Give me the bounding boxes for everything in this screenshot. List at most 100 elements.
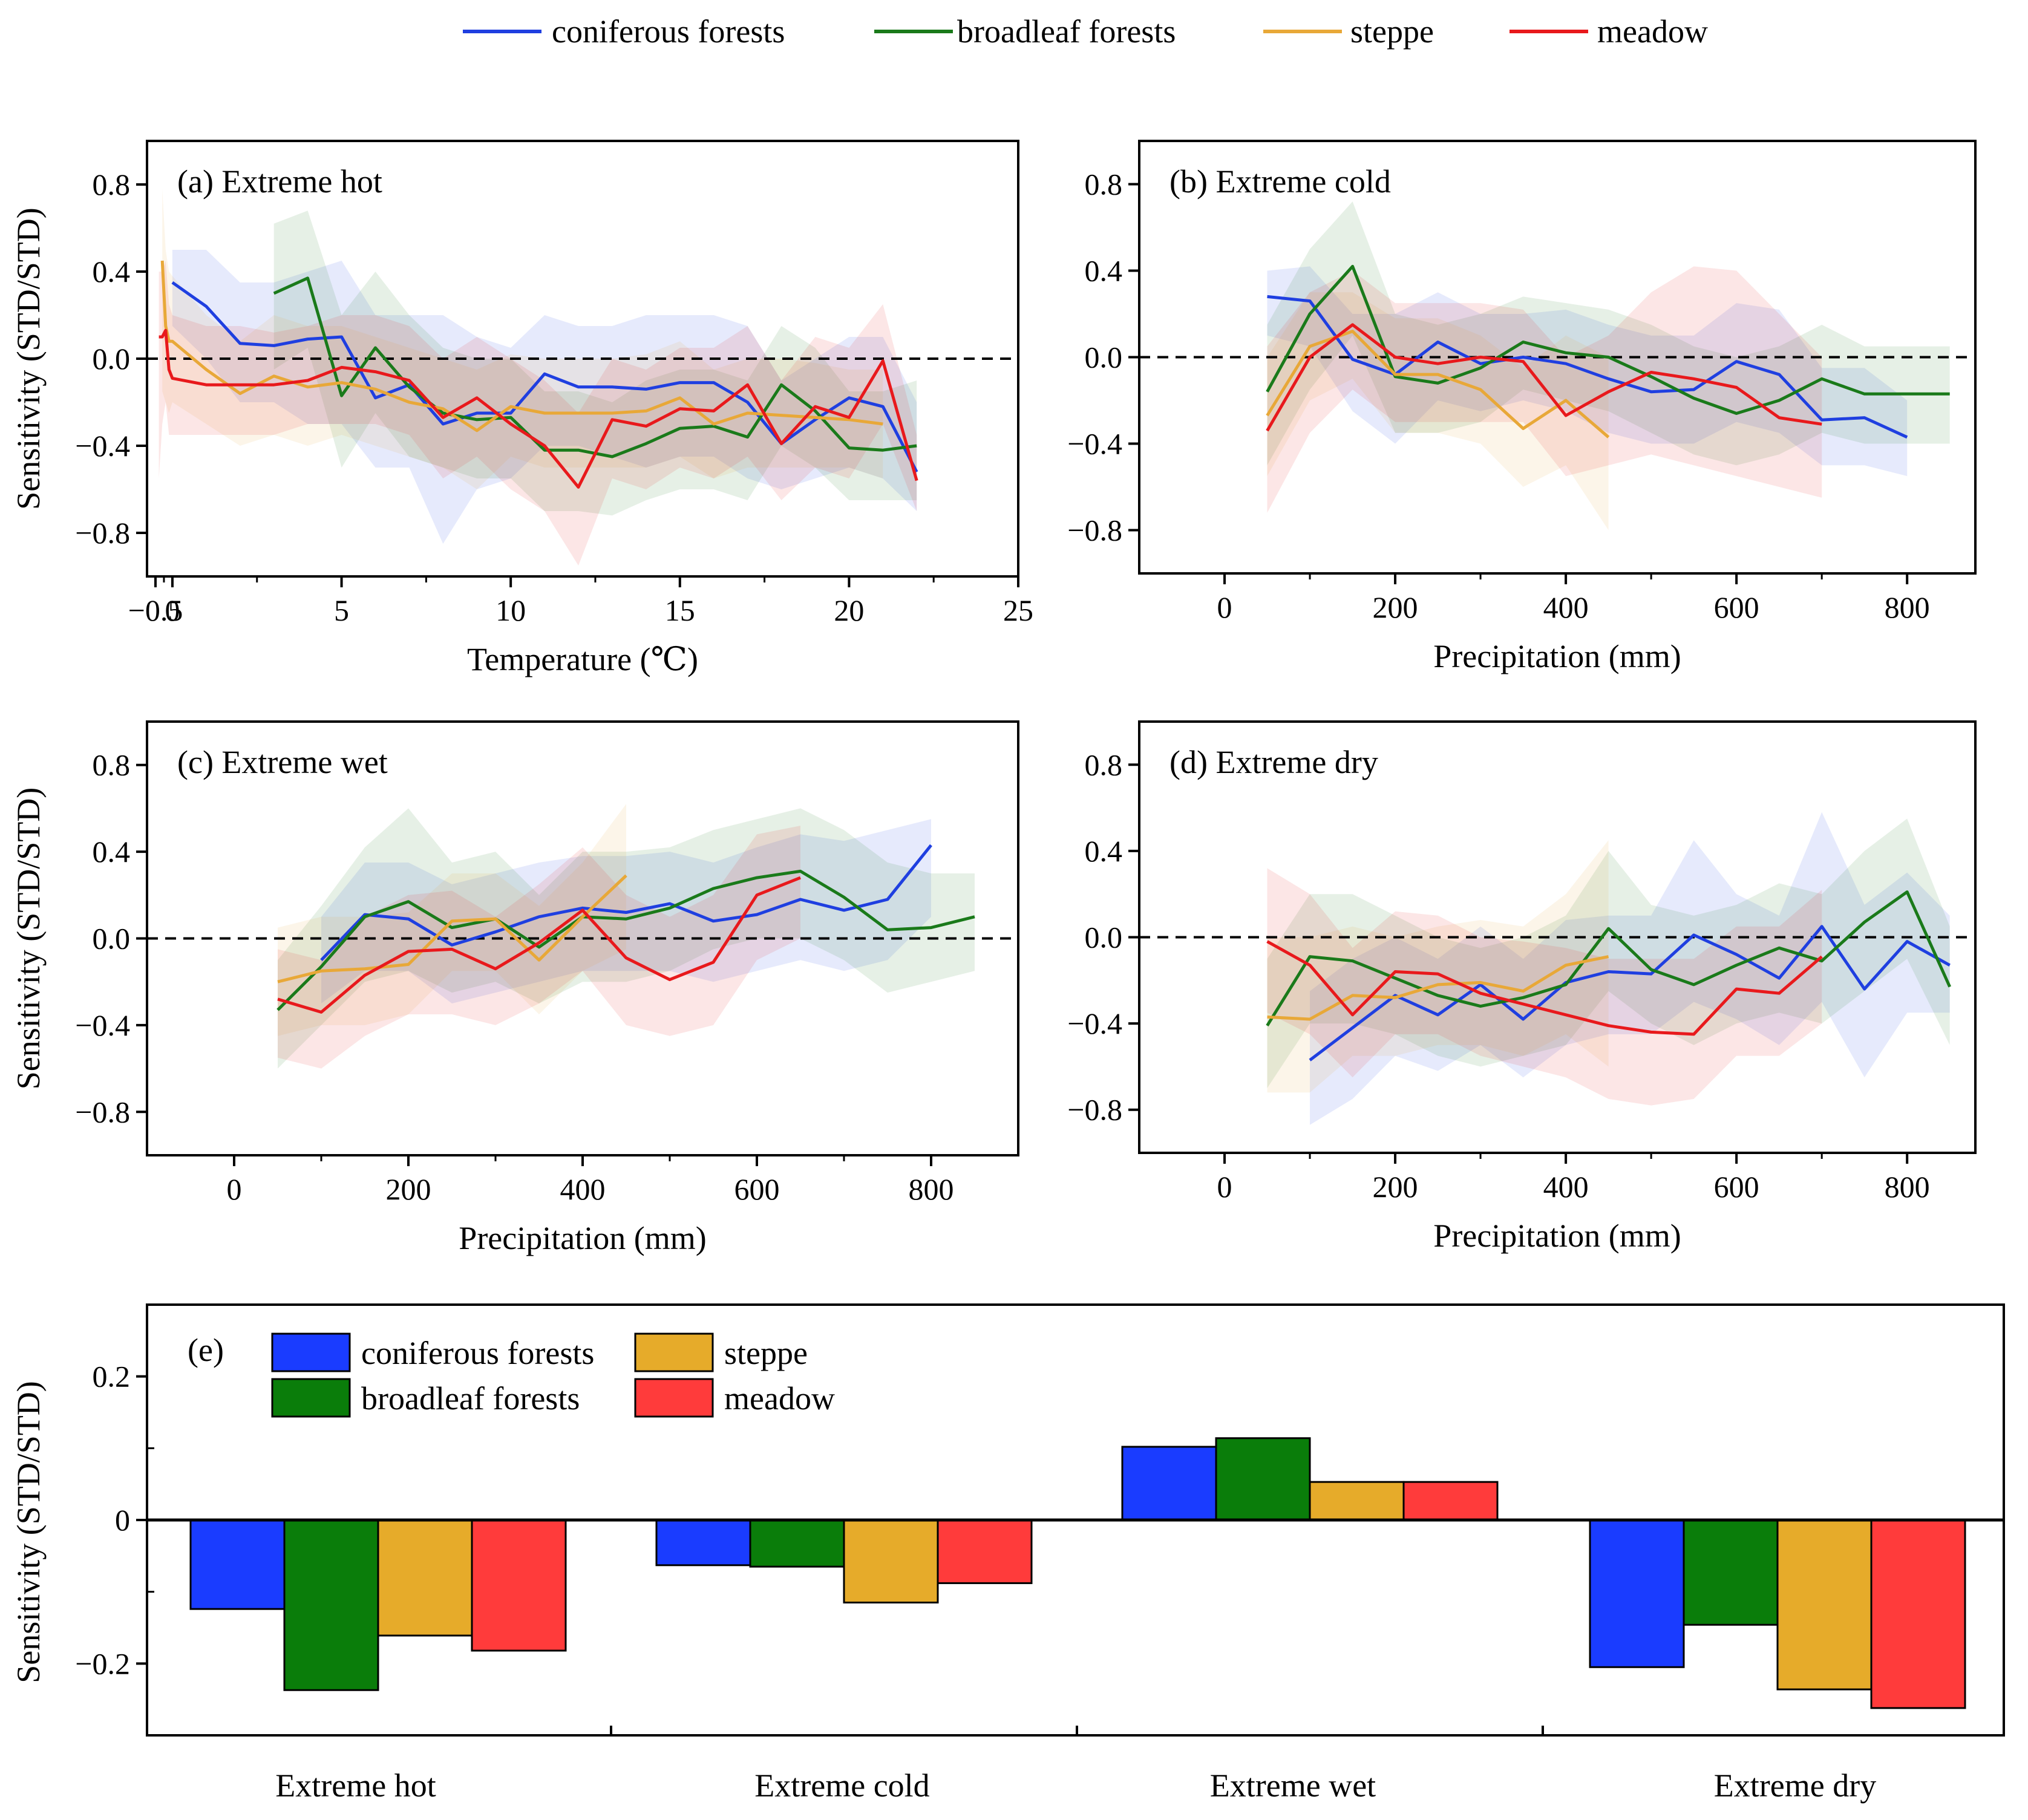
bar-extreme-dry-coniferous-forests (1589, 1519, 1685, 1668)
panel-c-extreme-wet: −0.8 −0.4 0.0 0.4 0.8 0 200 400 600 800 (c) Extrem… (10, 720, 1019, 1256)
legend-label-meadow: meadow (1597, 13, 1708, 50)
uncertainty-band-meadow (1267, 868, 1822, 1106)
x-tick-label: 600 (734, 1172, 780, 1206)
legend-swatch-steppe (634, 1332, 714, 1372)
bar-extreme-hot-broadleaf-forests (283, 1519, 379, 1691)
x-tick-label: 600 (1714, 1170, 1759, 1204)
y-tick-label: 0.8 (1085, 748, 1123, 781)
uncertainty-band-coniferous-forests (1310, 812, 1950, 1125)
bar-extreme-wet-broadleaf-forests (1215, 1437, 1311, 1521)
y-tick-label: −0.4 (1067, 427, 1122, 461)
bar-extreme-hot-coniferous-forests (189, 1519, 286, 1610)
y-tick-label: 0.0 (1085, 921, 1123, 954)
x-tick-label: 800 (1885, 590, 1930, 624)
panel-e-bar-summary: −0.2 0 0.2 Extreme hot Extreme cold Extreme w… (10, 1303, 2005, 1804)
x-tick-label: −0.5 (128, 593, 183, 627)
category-label-extreme-wet: Extreme wet (1210, 1767, 1376, 1804)
y-tick-label: −0.8 (75, 1095, 130, 1129)
x-tick-label: 400 (560, 1172, 606, 1206)
y-tick-label: 0 (115, 1503, 130, 1537)
y-tick-label: −0.4 (75, 429, 130, 463)
bar-extreme-hot-steppe (377, 1519, 473, 1637)
legend-label-meadow: meadow (724, 1380, 835, 1417)
series-line-meadow (1266, 940, 1823, 1036)
y-tick-label: −0.8 (75, 516, 130, 550)
series-line-coniferous-forests (1267, 295, 1908, 439)
x-tick-label: 0 (227, 1172, 242, 1206)
bar-extreme-wet-coniferous-forests (1121, 1446, 1217, 1521)
legend-label-coniferous-forests: coniferous forests (552, 13, 785, 50)
x-tick-label: 800 (1885, 1170, 1930, 1204)
legend-label-steppe: steppe (724, 1335, 808, 1371)
bar-extreme-dry-broadleaf-forests (1683, 1519, 1779, 1626)
y-axis-title: Sensitivity (STD/STD) (10, 1381, 47, 1683)
legend-label-coniferous-forests: coniferous forests (361, 1335, 594, 1371)
bar-extreme-cold-broadleaf-forests (749, 1519, 845, 1568)
x-tick-label: 400 (1543, 590, 1589, 624)
series-line-coniferous-forests (320, 844, 932, 962)
x-tick-label: 400 (1543, 1170, 1589, 1204)
panel-a-extreme-hot: −0.8 −0.4 0.0 0.4 0.8 −0.50 5 10 15 20 25 (a) Extre… (10, 140, 1033, 677)
x-tick-label: 200 (386, 1172, 431, 1206)
y-tick-label: 0.8 (93, 168, 131, 201)
x-tick-label: 200 (1373, 590, 1418, 624)
panel-label: (c) Extreme wet (177, 744, 388, 780)
uncertainty-band-steppe (1267, 292, 1609, 530)
x-axis-title: Temperature (℃) (467, 641, 698, 677)
series-line-coniferous-forests (171, 281, 918, 473)
legend-swatch-broadleaf-forests (271, 1378, 351, 1418)
panel-label: (a) Extreme hot (177, 163, 382, 200)
x-tick-label: 0 (1217, 590, 1232, 624)
uncertainty-band-broadleaf-forests (273, 210, 917, 516)
uncertainty-band-coniferous-forests (172, 250, 917, 544)
y-tick-label: 0.2 (93, 1360, 131, 1394)
bar-extreme-cold-coniferous-forests (655, 1519, 751, 1567)
legend-label-broadleaf-forests: broadleaf forests (361, 1380, 580, 1417)
panel-label: (b) Extreme cold (1169, 163, 1391, 200)
bar-extreme-wet-meadow (1402, 1481, 1499, 1521)
bar-extreme-dry-meadow (1870, 1519, 1966, 1709)
y-tick-label: −0.2 (75, 1646, 130, 1680)
series-line-steppe (1267, 955, 1609, 1021)
y-tick-label: −0.8 (1067, 514, 1122, 547)
series-line-meadow (159, 328, 918, 489)
category-label-extreme-cold: Extreme cold (754, 1767, 929, 1804)
x-tick-label: 15 (665, 593, 695, 627)
y-tick-label: 0.8 (1085, 168, 1123, 201)
x-tick-label: 200 (1373, 1170, 1418, 1204)
series-line-coniferous-forests (1309, 925, 1951, 1062)
y-tick-label: 0.4 (1085, 254, 1123, 288)
legend-label-broadleaf-forests: broadleaf forests (957, 13, 1176, 50)
y-tick-label: −0.4 (75, 1008, 130, 1042)
panel-d-extreme-dry: −0.8 −0.4 0.0 0.4 0.8 0 200 400 600 800 (d) Extrem… (1067, 720, 1977, 1254)
bar-extreme-dry-steppe (1776, 1519, 1873, 1691)
x-tick-label: 20 (834, 593, 864, 627)
x-tick-label: 0 (1217, 1170, 1232, 1204)
x-axis-title: Precipitation (mm) (1433, 638, 1681, 674)
y-tick-label: 0.0 (93, 342, 131, 376)
y-axis-title: Sensitivity (STD/STD) (10, 207, 47, 510)
series-line-broadleaf-forests (276, 869, 975, 1011)
x-tick-label: 0 (165, 593, 180, 627)
panel-label: (e) (188, 1332, 224, 1368)
x-tick-label: 5 (334, 593, 349, 627)
y-tick-label: 0.0 (1085, 341, 1123, 374)
y-tick-label: 0.4 (93, 255, 131, 289)
top-legend: coniferous forests broadleaf forests stepp… (463, 13, 1708, 50)
legend-swatch-meadow (634, 1378, 714, 1418)
series-line-broadleaf-forests (1266, 890, 1951, 1027)
category-label-extreme-dry: Extreme dry (1714, 1767, 1876, 1804)
legend-label-steppe: steppe (1350, 13, 1434, 50)
y-tick-label: 0.0 (93, 922, 131, 956)
series-line-steppe (160, 260, 883, 432)
y-tick-label: −0.8 (1067, 1093, 1122, 1127)
series-line-meadow (1266, 323, 1822, 432)
x-tick-label: 25 (1003, 593, 1033, 627)
y-tick-label: −0.4 (1067, 1006, 1122, 1040)
legend-swatch-coniferous-forests (271, 1332, 351, 1372)
y-axis-title: Sensitivity (STD/STD) (10, 788, 47, 1090)
category-label-extreme-hot: Extreme hot (275, 1767, 436, 1804)
x-tick-label: 800 (909, 1172, 954, 1206)
y-tick-label: 0.4 (93, 835, 131, 869)
